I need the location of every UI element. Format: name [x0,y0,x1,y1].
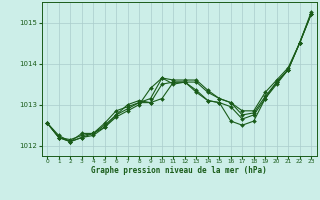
X-axis label: Graphe pression niveau de la mer (hPa): Graphe pression niveau de la mer (hPa) [91,166,267,175]
